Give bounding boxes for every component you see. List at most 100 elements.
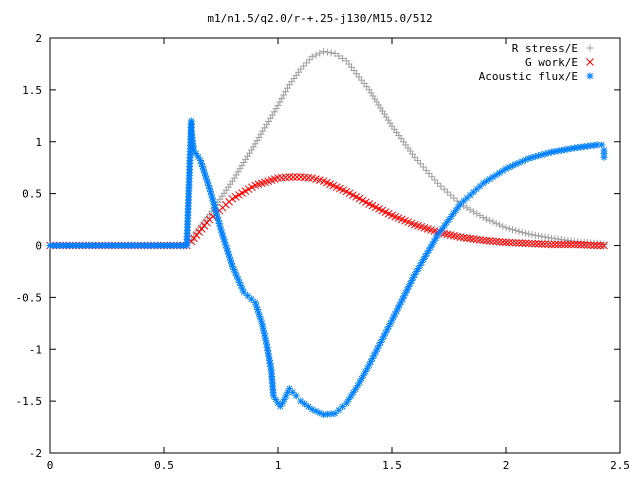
data-point <box>466 234 475 243</box>
legend-label: Acoustic flux/E <box>479 70 578 83</box>
data-point <box>502 238 510 247</box>
data-point <box>262 337 270 345</box>
plot-area <box>46 47 608 419</box>
data-point <box>327 49 335 57</box>
data-point <box>438 225 446 233</box>
data-point <box>417 160 424 168</box>
data-point <box>414 157 422 165</box>
data-point <box>512 227 520 235</box>
data-point <box>498 238 507 246</box>
chart-title: m1/n1.5/q2.0/r-+.25-j130/M15.0/512 <box>207 12 432 25</box>
data-point <box>339 54 347 62</box>
data-point <box>515 239 523 247</box>
data-point <box>499 222 507 230</box>
y-tick-label: -1.5 <box>16 395 43 408</box>
data-point <box>450 194 458 202</box>
data-point <box>521 239 530 248</box>
data-point <box>486 216 494 224</box>
legend-marker <box>586 58 594 66</box>
x-tick-label: 2 <box>503 459 510 472</box>
data-point <box>428 173 436 181</box>
data-point <box>463 234 471 242</box>
data-point <box>518 228 526 236</box>
data-point <box>377 339 385 347</box>
x-tick-label: 2.5 <box>610 459 630 472</box>
data-point <box>482 236 491 245</box>
data-point <box>573 240 582 249</box>
data-point <box>301 400 309 408</box>
data-point <box>289 173 298 181</box>
data-point <box>541 233 549 241</box>
data-point <box>531 239 540 248</box>
data-point <box>522 229 530 237</box>
data-point <box>515 227 523 235</box>
data-point <box>466 191 474 199</box>
data-point <box>531 231 539 239</box>
data-point <box>386 319 394 327</box>
data-point <box>511 238 520 247</box>
data-point <box>416 261 424 269</box>
data-point <box>293 173 301 181</box>
data-point <box>345 396 353 404</box>
data-point <box>373 345 381 353</box>
data-point <box>547 240 556 249</box>
data-point <box>472 235 481 244</box>
data-point <box>308 53 316 61</box>
data-point <box>320 47 328 55</box>
data-point <box>335 52 343 60</box>
data-point <box>411 153 419 161</box>
data-point <box>456 233 465 242</box>
data-point <box>538 232 546 240</box>
data-point <box>482 215 490 223</box>
data-point <box>508 238 517 247</box>
data-point <box>598 141 606 149</box>
data-point <box>505 238 514 247</box>
data-point <box>300 62 308 70</box>
data-point <box>535 232 543 240</box>
data-point <box>297 397 305 405</box>
data-point <box>524 239 533 248</box>
data-point <box>593 241 602 250</box>
data-point <box>422 166 430 174</box>
data-point <box>447 191 455 199</box>
legend-marker <box>586 44 594 52</box>
data-point <box>436 228 444 236</box>
data-point <box>431 176 439 184</box>
data-point <box>208 194 216 202</box>
legend-label: R stress/E <box>512 42 578 55</box>
y-tick-label: 0 <box>35 240 42 253</box>
data-point <box>544 234 552 242</box>
data-point <box>528 231 536 239</box>
data-point <box>312 51 320 59</box>
y-tick-label: -0.5 <box>16 291 43 304</box>
data-point <box>541 240 549 249</box>
data-point <box>255 309 263 317</box>
y-tick-label: 1 <box>35 136 42 149</box>
data-point <box>420 255 428 263</box>
data-point <box>586 241 595 250</box>
data-point <box>400 292 408 300</box>
data-point <box>453 197 461 205</box>
data-point <box>485 237 494 245</box>
data-point <box>305 56 313 64</box>
data-point <box>489 237 497 246</box>
data-point <box>425 170 433 178</box>
data-point <box>557 240 566 249</box>
data-point <box>479 213 487 221</box>
data-point <box>577 240 585 249</box>
data-point <box>190 146 198 154</box>
legend-marker <box>586 72 594 80</box>
data-point <box>323 48 331 56</box>
data-point <box>489 218 497 226</box>
data-point <box>440 185 448 193</box>
data-point <box>551 240 559 249</box>
data-point <box>285 173 294 181</box>
data-point <box>419 163 427 171</box>
data-point <box>525 230 533 238</box>
data-point <box>544 149 552 157</box>
y-tick-label: 0.5 <box>22 188 42 201</box>
data-point <box>469 235 478 243</box>
data-point <box>495 221 503 229</box>
